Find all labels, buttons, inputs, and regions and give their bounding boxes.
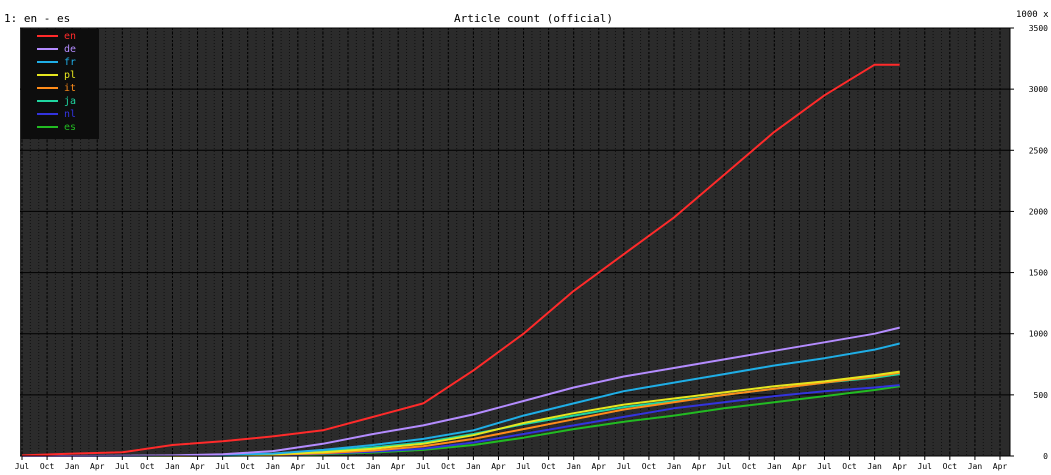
- x-tick-label: Jan: [667, 462, 682, 471]
- plot-area: [20, 28, 1010, 456]
- x-tick-label: Jan: [466, 462, 481, 471]
- x-tick-label: Oct: [40, 462, 55, 471]
- panel-label: 1: en - es: [4, 12, 71, 25]
- x-tick-label: Jul: [817, 462, 832, 471]
- x-tick-label: Oct: [642, 462, 657, 471]
- x-tick-label: Jan: [165, 462, 180, 471]
- x-axis: Jul Oct Jan Apr Jul Oct Jan Apr Jul Oct Jan Apr Jul O…: [15, 455, 1010, 471]
- y-axis: 0 500 1000 1500 2000 2500 3000 3500: [1009, 24, 1049, 461]
- legend-label-en: en: [64, 31, 76, 42]
- series-line-en: [21, 63, 900, 457]
- x-tick-label: Apr: [90, 462, 105, 471]
- x-tick-label: Jul: [617, 462, 632, 471]
- y-tick-label: 1000: [1029, 330, 1048, 339]
- y-tick-label: 0: [1043, 452, 1048, 461]
- x-tick-label: Jul: [918, 462, 933, 471]
- x-tick-label: Jul: [316, 462, 331, 471]
- x-tick-label: Jan: [266, 462, 281, 471]
- legend: en de fr pl it ja nl es: [21, 29, 99, 139]
- series-line-de: [22, 326, 900, 457]
- y-tick-label: 1500: [1029, 269, 1048, 278]
- x-tick-label: Apr: [792, 462, 807, 471]
- x-tick-label: Oct: [441, 462, 456, 471]
- x-tick-label: Jul: [516, 462, 531, 471]
- x-tick-label: Oct: [140, 462, 155, 471]
- x-tick-label: Oct: [240, 462, 255, 471]
- chart-title: Article count (official): [454, 12, 613, 25]
- x-tick-label: Jan: [867, 462, 882, 471]
- legend-label-fr: fr: [64, 57, 76, 68]
- x-tick-label: Jul: [717, 462, 732, 471]
- legend-label-es: es: [64, 122, 76, 133]
- x-tick-label: Oct: [341, 462, 356, 471]
- legend-box: [21, 29, 99, 139]
- x-tick-label: Jul: [115, 462, 130, 471]
- major-grid: [20, 27, 1010, 457]
- y-tick-label: 500: [1034, 391, 1049, 400]
- x-tick-label: Apr: [391, 462, 406, 471]
- x-tick-label: Apr: [892, 462, 907, 471]
- x-tick-label: Apr: [190, 462, 205, 471]
- y-tick-label: 2500: [1029, 146, 1048, 155]
- x-tick-label: Apr: [491, 462, 506, 471]
- x-tick-label: Apr: [993, 462, 1008, 471]
- x-tick-label: Oct: [943, 462, 958, 471]
- legend-label-ja: ja: [64, 96, 76, 107]
- legend-label-nl: nl: [64, 109, 76, 120]
- x-tick-label: Apr: [692, 462, 707, 471]
- y-tick-label: 3000: [1029, 85, 1048, 94]
- y-unit-label: 1000 x: [1016, 10, 1049, 20]
- y-tick-label: 3500: [1029, 24, 1048, 33]
- x-tick-label: Apr: [592, 462, 607, 471]
- x-tick-label: Oct: [541, 462, 556, 471]
- x-tick-label: Jul: [15, 462, 30, 471]
- x-tick-label: Jul: [215, 462, 230, 471]
- x-tick-label: Jan: [968, 462, 983, 471]
- x-tick-label: Jan: [65, 462, 80, 471]
- x-tick-label: Jul: [416, 462, 431, 471]
- x-tick-label: Oct: [842, 462, 857, 471]
- x-tick-label: Oct: [742, 462, 757, 471]
- x-tick-label: Jan: [566, 462, 581, 471]
- legend-label-it: it: [64, 83, 76, 94]
- x-tick-label: Jan: [366, 462, 381, 471]
- legend-label-de: de: [64, 44, 76, 55]
- legend-label-pl: pl: [64, 70, 76, 81]
- y-tick-label: 2000: [1029, 207, 1048, 216]
- x-tick-label: Apr: [291, 462, 306, 471]
- x-tick-label: Jan: [767, 462, 782, 471]
